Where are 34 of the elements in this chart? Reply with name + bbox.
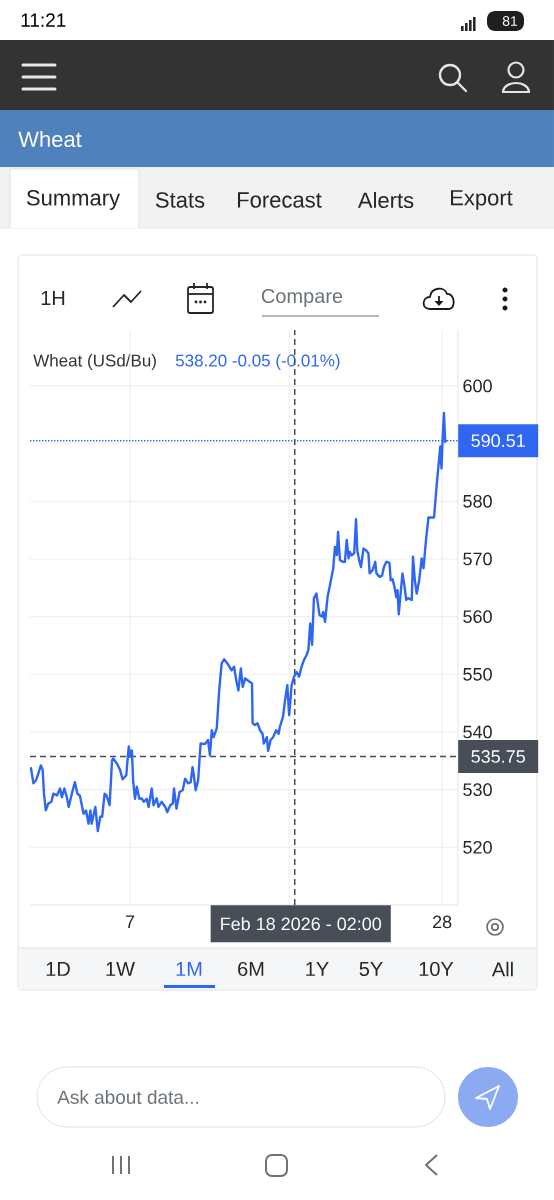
y-tick-label: 520 xyxy=(463,840,492,854)
text: Wheat (USd/Bu) xyxy=(33,354,156,370)
x-tick-label: 7 xyxy=(125,915,135,928)
text: 10Y xyxy=(419,961,454,977)
text: 1H xyxy=(41,291,65,305)
ref-line-label: 590.51 xyxy=(471,434,525,448)
text: All xyxy=(491,961,513,977)
text: 81 xyxy=(502,16,518,26)
text: 6M xyxy=(238,961,264,977)
y-tick-label: 580 xyxy=(463,494,492,508)
y-tick-label: 560 xyxy=(463,610,492,623)
text: 5Y xyxy=(359,962,383,976)
text: 1D xyxy=(46,962,70,976)
ref-line-label: Feb 18 2026 - 02:00 xyxy=(221,917,382,931)
text: Forecast xyxy=(238,192,322,208)
y-tick-label: 570 xyxy=(463,552,492,566)
y-tick-label: 550 xyxy=(463,667,492,681)
ref-line-label: 535.75 xyxy=(471,750,525,763)
text: Summary xyxy=(26,190,121,210)
x-tick-label: 28 xyxy=(433,915,452,929)
text: Stats xyxy=(155,192,205,208)
annotation: 538.20 -0.05 (-0.01%) xyxy=(175,354,340,370)
y-tick-label: 600 xyxy=(463,379,492,393)
text: 11:21 xyxy=(21,13,66,27)
text: Ask about data... xyxy=(57,1090,199,1104)
text: 1Y xyxy=(306,962,329,976)
text: Compare xyxy=(261,288,343,308)
chart-title: Wheat xyxy=(18,130,82,148)
y-tick-label: 530 xyxy=(463,783,492,797)
text: Export xyxy=(451,190,513,210)
text: Alerts xyxy=(357,191,414,209)
y-tick-label: 540 xyxy=(463,725,492,739)
text: 1W xyxy=(106,962,135,976)
text: 1M xyxy=(176,962,202,976)
